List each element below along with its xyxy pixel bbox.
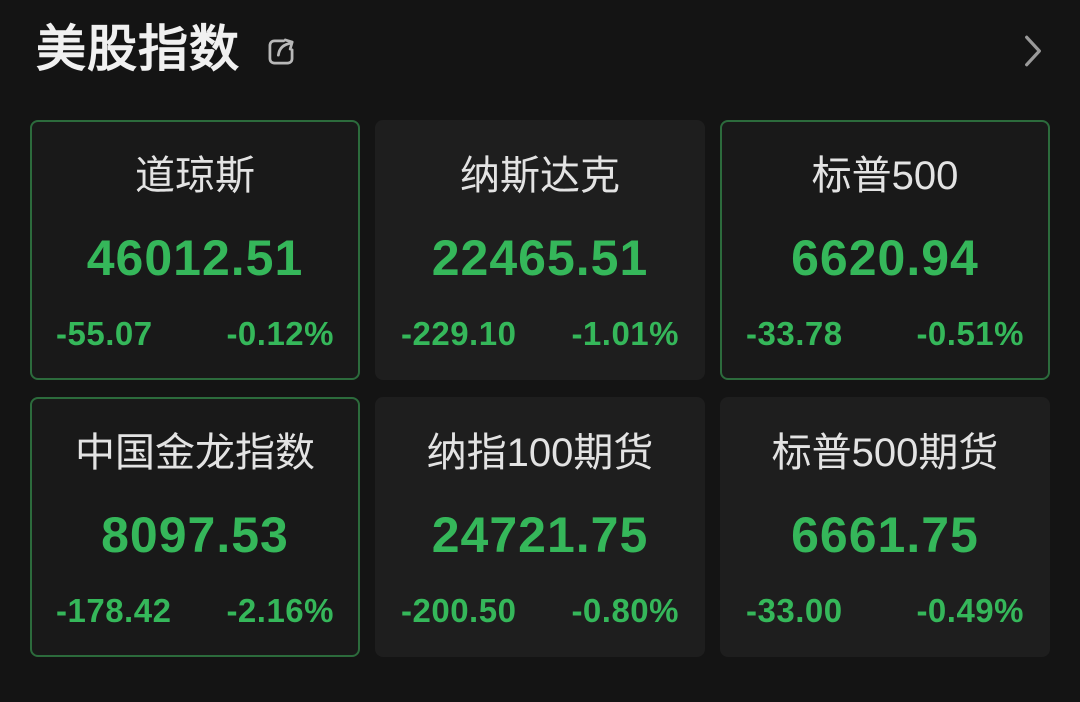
section-header: 美股指数 [0,0,1080,80]
index-card-sp500-futures[interactable]: 标普500期货 6661.75 -33.00 -0.49% [720,397,1050,657]
index-name: 标普500 [811,154,959,198]
index-card-sp500[interactable]: 标普500 6620.94 -33.78 -0.51% [720,120,1050,380]
index-name: 中国金龙指数 [75,431,315,475]
index-change-row: -229.10 -1.01% [401,317,679,350]
index-change-pct: -0.12% [226,315,334,352]
index-card-grid: 道琼斯 46012.51 -55.07 -0.12% 纳斯达克 22465.51… [0,80,1080,657]
chevron-right-icon[interactable] [1020,32,1046,70]
index-change-pct: -0.51% [916,315,1024,352]
index-change-pct: -0.80% [571,592,679,629]
index-change: -33.00 [746,592,843,629]
index-change-row: -55.07 -0.12% [56,317,334,350]
index-card-nasdaq[interactable]: 纳斯达克 22465.51 -229.10 -1.01% [375,120,705,380]
index-value: 6620.94 [791,229,979,286]
index-name: 纳指100期货 [426,431,654,475]
index-value: 22465.51 [431,229,649,286]
index-change-row: -33.78 -0.51% [746,317,1024,350]
index-change-pct: -0.49% [916,592,1024,629]
index-value: 6661.75 [791,506,979,563]
index-change: -200.50 [401,592,517,629]
index-value: 46012.51 [86,229,304,286]
index-name: 标普500期货 [771,431,999,475]
index-change: -229.10 [401,315,517,352]
index-name: 纳斯达克 [460,154,620,198]
index-change: -33.78 [746,315,843,352]
index-change: -178.42 [56,592,172,629]
page-title: 美股指数 [36,21,240,77]
index-change-row: -178.42 -2.16% [56,594,334,627]
index-card-nasdaq100-futures[interactable]: 纳指100期货 24721.75 -200.50 -0.80% [375,397,705,657]
share-icon[interactable] [262,33,300,71]
index-change-pct: -2.16% [226,592,334,629]
index-change-row: -33.00 -0.49% [746,594,1024,627]
index-change-pct: -1.01% [571,315,679,352]
index-change-row: -200.50 -0.80% [401,594,679,627]
index-value: 8097.53 [101,506,289,563]
index-change: -55.07 [56,315,153,352]
index-card-dow-jones[interactable]: 道琼斯 46012.51 -55.07 -0.12% [30,120,360,380]
index-value: 24721.75 [431,506,649,563]
index-card-china-golden-dragon[interactable]: 中国金龙指数 8097.53 -178.42 -2.16% [30,397,360,657]
index-name: 道琼斯 [135,154,255,198]
